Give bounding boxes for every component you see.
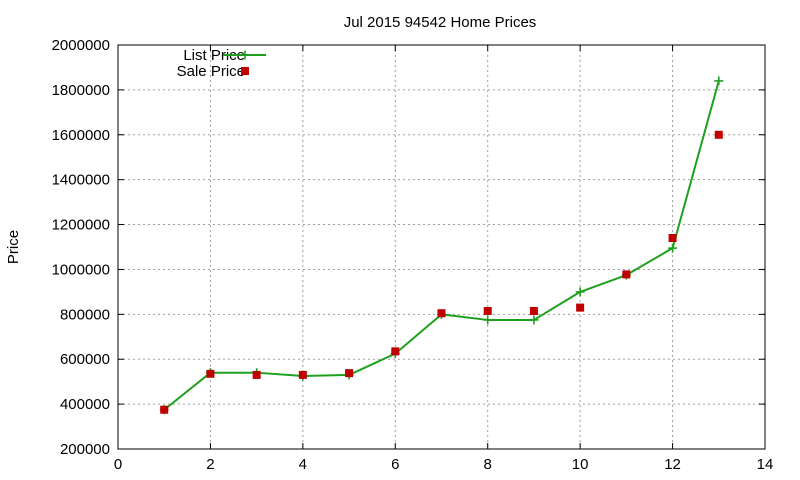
- list-price-point: [483, 315, 493, 325]
- y-tick-label: 1400000: [52, 172, 110, 189]
- x-tick-label: 12: [664, 456, 681, 473]
- series-layer: [159, 76, 724, 415]
- y-axis-label: Price: [5, 230, 22, 264]
- chart-title: Jul 2015 94542 Home Prices: [344, 14, 537, 31]
- y-tick-label: 1200000: [52, 217, 110, 234]
- legend-label-0: List Price: [183, 47, 245, 64]
- legend-square-swatch: [241, 67, 249, 75]
- list-price-point: [668, 243, 678, 253]
- sale-price-point: [298, 370, 307, 379]
- sale-price-point: [529, 306, 538, 315]
- legend-plus-swatch: [240, 50, 250, 60]
- sale-price-point: [391, 347, 400, 356]
- sale-price-point: [160, 405, 169, 414]
- sale-price-point: [622, 270, 631, 279]
- y-tick-label: 800000: [60, 306, 110, 323]
- list-price-point: [714, 76, 724, 86]
- sale-price-point: [206, 369, 215, 378]
- y-tick-label: 400000: [60, 396, 110, 413]
- list-price-point: [529, 315, 539, 325]
- axis-ticks: 0 2 4 6 8 10 12 14 200000 400000 600000 800000 10000…: [52, 37, 774, 473]
- x-tick-label: 0: [114, 456, 122, 473]
- series-1: [160, 130, 723, 414]
- y-tick-label: 1600000: [52, 127, 110, 144]
- series-0: [159, 76, 724, 415]
- sale-price-point: [345, 369, 354, 378]
- list-price-point: [575, 287, 585, 297]
- legend-label-1: Sale Price: [177, 63, 245, 80]
- sale-price-point: [437, 309, 446, 318]
- series-line: [163, 80, 720, 411]
- x-tick-label: 10: [572, 456, 589, 473]
- y-tick-label: 1000000: [52, 261, 110, 278]
- x-tick-label: 8: [484, 456, 492, 473]
- grid: [118, 45, 765, 449]
- y-tick-label: 2000000: [52, 37, 110, 54]
- plot-frame: [117, 44, 766, 450]
- sale-price-point: [252, 370, 261, 379]
- y-tick-label: 600000: [60, 351, 110, 368]
- sale-price-point: [483, 306, 492, 315]
- x-tick-label: 6: [391, 456, 399, 473]
- x-tick-label: 4: [299, 456, 307, 473]
- sale-price-point: [668, 234, 677, 243]
- y-tick-label: 1800000: [52, 82, 110, 99]
- y-tick-label: 200000: [60, 441, 110, 458]
- x-tick-label: 2: [206, 456, 214, 473]
- sale-price-point: [714, 130, 723, 139]
- sale-price-point: [576, 303, 585, 312]
- x-tick-label: 14: [757, 456, 774, 473]
